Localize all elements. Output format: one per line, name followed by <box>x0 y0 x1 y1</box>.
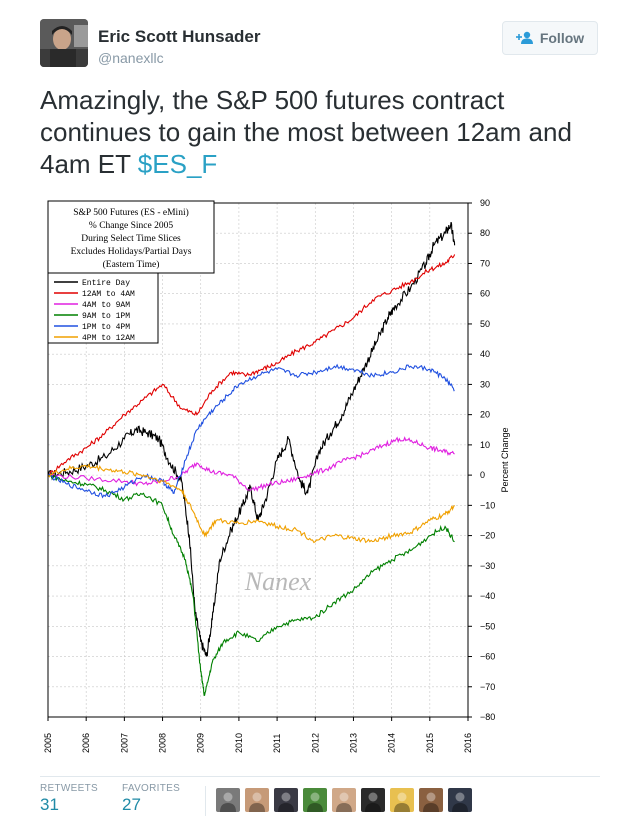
author-avatar[interactable] <box>40 19 88 67</box>
y-tick-label: 20 <box>480 410 490 420</box>
y-tick-label: 50 <box>480 319 490 329</box>
y-tick-label: −20 <box>480 531 495 541</box>
y-tick-label: −10 <box>480 500 495 510</box>
chart[interactable]: 9080706050403020100−10−20−30−40−50−60−70… <box>40 190 600 765</box>
chart-title-line: (Eastern Time) <box>103 259 160 270</box>
stats-separator <box>205 786 206 816</box>
x-tick-label: 2006 <box>81 733 91 753</box>
y-tick-label: −40 <box>480 591 495 601</box>
cashtag-link[interactable]: $ES_F <box>137 149 218 179</box>
favorites-count: 27 <box>122 795 141 814</box>
x-tick-label: 2011 <box>272 734 282 753</box>
y-tick-label: 10 <box>480 440 490 450</box>
x-tick-label: 2014 <box>387 733 397 753</box>
favoriter-avatar[interactable] <box>303 788 327 812</box>
author-name[interactable]: Eric Scott Hunsader <box>98 27 261 46</box>
favoriter-avatar[interactable] <box>390 788 414 812</box>
tweet-body: Amazingly, the S&P 500 futures contract … <box>40 85 572 179</box>
x-tick-label: 2009 <box>196 733 206 753</box>
x-tick-label: 2015 <box>425 733 435 753</box>
chart-title-line: S&P 500 Futures (ES - eMini) <box>73 207 189 218</box>
y-tick-label: −50 <box>480 621 495 631</box>
y-tick-label: 90 <box>480 198 490 208</box>
chart-title-line: % Change Since 2005 <box>89 221 173 231</box>
favoriter-avatar[interactable] <box>448 788 472 812</box>
y-tick-label: 30 <box>480 379 490 389</box>
chart-legend: Entire Day 12AM to 4AM 4AM to 9AM 9AM to 1P… <box>47 272 159 344</box>
favoriter-avatar[interactable] <box>332 788 356 812</box>
author-handle[interactable]: @nanexllc <box>98 50 164 66</box>
x-tick-label: 2008 <box>158 733 168 753</box>
legend-entry: 12AM to 4AM <box>82 290 135 299</box>
stats-divider <box>40 776 600 777</box>
tweet-header: Eric Scott Hunsader @nanexllc Follow <box>0 0 639 90</box>
legend-entry: 4AM to 9AM <box>82 301 130 310</box>
chart-title-box: S&P 500 Futures (ES - eMini) % Change Sin… <box>47 200 215 274</box>
x-tick-label: 2016 <box>463 733 473 753</box>
favoriter-avatar[interactable] <box>245 788 269 812</box>
favoriter-avatar[interactable] <box>419 788 443 812</box>
series-line <box>48 473 455 697</box>
plot-frame <box>47 202 469 718</box>
chart-lines <box>47 221 456 697</box>
x-tick-label: 2013 <box>348 733 358 753</box>
series-line <box>47 254 456 477</box>
chart-legend-frame <box>47 272 159 344</box>
y-tick-label: −30 <box>480 561 495 571</box>
retweets-label: RETWEETS <box>40 783 98 794</box>
legend-entry: 1PM to 4PM <box>82 323 130 332</box>
series-line <box>47 463 455 544</box>
favoriter-avatars <box>216 788 472 812</box>
add-user-icon <box>515 31 533 44</box>
favoriter-avatar[interactable] <box>216 788 240 812</box>
follow-button[interactable]: Follow <box>502 21 598 55</box>
y-tick-label: 80 <box>480 228 490 238</box>
favoriter-avatar[interactable] <box>274 788 298 812</box>
y-axis: 90 80 70 60 50 40 30 20 10 0 −10 −20 −30 −40 −50 −60 −70… <box>468 198 495 722</box>
retweets-stat[interactable]: RETWEETS 31 <box>40 783 98 815</box>
tweet-text: Amazingly, the S&P 500 futures contract … <box>40 84 600 180</box>
y-tick-label: −80 <box>480 712 495 722</box>
series-line <box>47 436 455 492</box>
y-axis-label: Percent Change <box>500 427 510 492</box>
chart-title-frame <box>47 200 215 274</box>
chart-watermark: Nanex <box>244 567 312 596</box>
legend-entry: Entire Day <box>82 279 130 288</box>
y-tick-label: 0 <box>480 470 485 480</box>
x-axis: 2005 2006 2007 2008 2009 2010 2011 2012 2013 2014… <box>43 717 473 753</box>
x-tick-label: 2010 <box>234 733 244 753</box>
favorites-stat[interactable]: FAVORITES 27 <box>122 783 180 815</box>
x-tick-label: 2005 <box>43 733 53 753</box>
legend-entry: 4PM to 12AM <box>82 334 135 343</box>
chart-title-line: Excludes Holidays/Partial Days <box>71 247 192 257</box>
legend-entry: 9AM to 1PM <box>82 312 130 321</box>
follow-button-label: Follow <box>539 30 585 46</box>
series-line <box>47 363 455 499</box>
retweets-count: 31 <box>40 795 59 814</box>
favorites-label: FAVORITES <box>122 783 181 794</box>
y-tick-label: −60 <box>480 652 495 662</box>
y-tick-label: 40 <box>480 349 490 359</box>
x-tick-label: 2012 <box>310 733 320 753</box>
x-tick-label: 2007 <box>119 733 129 753</box>
chart-title-line: During Select Time Slices <box>81 234 181 244</box>
y-tick-label: 70 <box>480 258 490 268</box>
y-tick-label: −70 <box>480 682 495 692</box>
favoriter-avatar[interactable] <box>361 788 385 812</box>
y-tick-label: 60 <box>480 289 490 299</box>
